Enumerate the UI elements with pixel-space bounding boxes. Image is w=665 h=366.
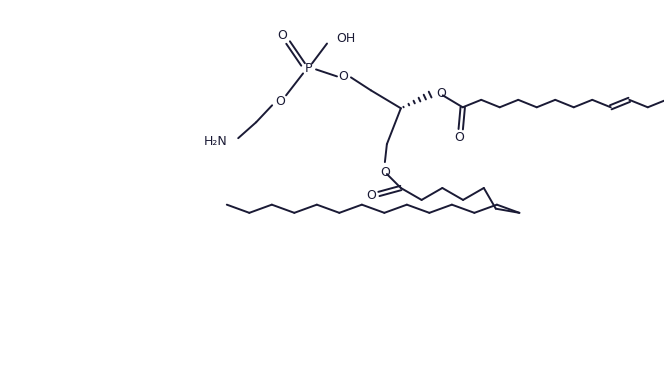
Text: H₂N: H₂N <box>203 135 227 147</box>
Text: O: O <box>338 70 348 83</box>
Text: O: O <box>275 95 285 108</box>
Text: O: O <box>366 190 376 202</box>
Text: P: P <box>305 62 312 75</box>
Text: O: O <box>436 87 446 100</box>
Text: O: O <box>380 165 390 179</box>
Text: O: O <box>277 29 287 42</box>
Text: OH: OH <box>336 32 355 45</box>
Text: O: O <box>454 131 464 144</box>
